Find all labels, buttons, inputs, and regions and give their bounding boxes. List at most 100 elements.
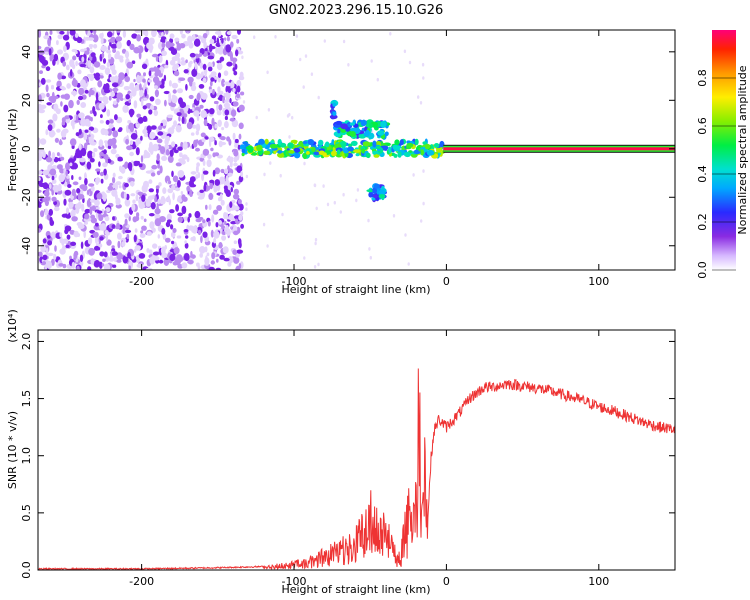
spectral-blob <box>368 192 374 198</box>
noise-speckle <box>163 74 167 82</box>
noise-speckle <box>65 170 68 177</box>
noise-speckle <box>194 210 201 219</box>
noise-speckle <box>65 207 70 215</box>
noise-speckle <box>189 179 194 188</box>
noise-speckle <box>237 30 241 35</box>
noise-speckle <box>129 125 135 133</box>
noise-speckle <box>71 79 78 87</box>
noise-speckle <box>72 123 75 130</box>
noise-speckle <box>182 141 188 150</box>
noise-speckle <box>303 161 306 166</box>
noise-speckle <box>217 86 221 93</box>
spectrogram-x-ticks: -200 -100 0 100 <box>129 30 609 288</box>
noise-speckle <box>263 172 266 177</box>
y-tick-label: 0.5 <box>20 504 33 522</box>
noise-speckle <box>73 251 78 260</box>
noise-speckle <box>230 109 237 117</box>
noise-speckle <box>179 101 187 109</box>
spectral-blob <box>388 147 392 154</box>
spectral-blob <box>298 140 304 147</box>
noise-speckle <box>197 264 201 270</box>
noise-speckle <box>74 33 79 38</box>
noise-speckle <box>115 50 120 57</box>
noise-speckle <box>68 99 74 109</box>
noise-speckle <box>45 84 49 93</box>
noise-speckle <box>192 107 195 112</box>
noise-speckle <box>210 147 214 152</box>
snr-x-label: Height of straight line (km) <box>281 583 430 596</box>
noise-speckle <box>236 85 241 93</box>
noise-speckle <box>162 187 167 195</box>
noise-speckle <box>65 64 70 71</box>
noise-speckle <box>40 210 45 218</box>
noise-speckle <box>203 183 207 192</box>
noise-speckle <box>38 177 41 181</box>
noise-speckle <box>233 150 239 157</box>
noise-speckle <box>104 67 111 75</box>
noise-speckle <box>238 175 244 183</box>
noise-speckle <box>71 63 76 70</box>
noise-speckle <box>174 37 180 42</box>
noise-speckle <box>49 54 53 62</box>
noise-speckle <box>142 30 147 36</box>
noise-speckle <box>219 141 227 146</box>
noise-speckle <box>188 61 192 68</box>
noise-speckle <box>103 210 107 216</box>
noise-speckle <box>39 138 47 145</box>
noise-speckle <box>215 47 219 54</box>
noise-speckle <box>99 236 104 241</box>
noise-speckle <box>164 64 169 69</box>
noise-speckle <box>47 119 54 124</box>
noise-speckle <box>154 195 157 203</box>
noise-speckle <box>403 49 407 54</box>
noise-speckle <box>145 170 153 174</box>
noise-speckle <box>177 216 183 223</box>
noise-speckle <box>42 197 47 203</box>
noise-speckle <box>75 132 80 137</box>
noise-speckle <box>208 136 215 142</box>
noise-speckle <box>176 235 182 239</box>
noise-speckle <box>89 110 93 114</box>
noise-speckle <box>119 166 126 173</box>
noise-speckle <box>198 52 203 57</box>
noise-speckle <box>190 132 195 136</box>
colorbar-tick-label: 0.4 <box>696 165 709 183</box>
noise-speckle <box>179 30 183 35</box>
noise-speckle <box>217 62 222 70</box>
spectral-blob <box>256 144 263 152</box>
noise-speckle <box>171 82 179 89</box>
noise-speckle <box>217 72 222 78</box>
spectral-blob <box>335 120 343 125</box>
noise-speckle <box>183 229 189 233</box>
colorbar-tick-label: 0.0 <box>696 261 709 279</box>
noise-speckle <box>138 163 143 168</box>
noise-speckle <box>238 122 244 130</box>
noise-speckle <box>218 197 222 202</box>
noise-speckle <box>157 69 161 76</box>
noise-speckle <box>279 173 282 178</box>
noise-speckle <box>90 258 95 265</box>
noise-speckle <box>245 207 248 211</box>
noise-speckle <box>98 161 101 167</box>
noise-speckle <box>59 30 65 35</box>
noise-speckle <box>112 48 117 53</box>
noise-speckle <box>42 238 47 244</box>
noise-speckle <box>75 50 78 55</box>
noise-speckle <box>142 115 148 122</box>
snr-y-ticks: 0.0 0.5 1.0 1.5 2.0 <box>20 333 675 579</box>
noise-speckle <box>197 195 205 200</box>
noise-speckle <box>69 69 73 77</box>
noise-speckle <box>214 123 218 129</box>
noise-speckle <box>191 225 194 233</box>
spectral-blob <box>372 150 377 155</box>
noise-speckle <box>223 168 229 175</box>
noise-speckle <box>88 183 95 187</box>
noise-speckle <box>168 198 171 206</box>
noise-speckle <box>84 129 89 133</box>
noise-speckle <box>48 208 53 216</box>
noise-speckle <box>160 122 163 127</box>
noise-speckle <box>199 62 204 69</box>
noise-speckle <box>105 207 111 213</box>
x-tick-label: -200 <box>129 275 154 288</box>
